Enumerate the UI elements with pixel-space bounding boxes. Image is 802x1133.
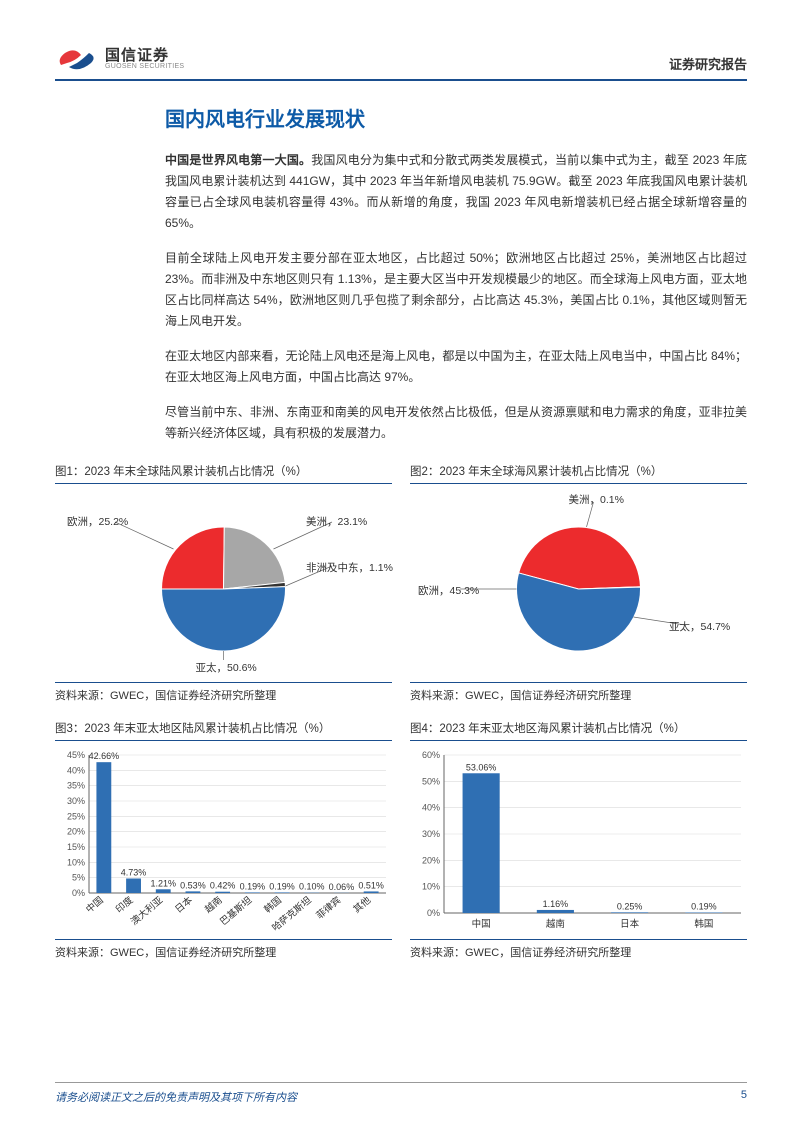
pie-slice-label: 美洲，0.1% xyxy=(569,492,624,507)
pie-slice-label: 亚太，54.7% xyxy=(669,619,730,634)
page-header: 国信证券 GUOSEN SECURITIES 证券研究报告 xyxy=(55,45,747,81)
guosen-logo-icon xyxy=(55,45,97,73)
body-paragraphs: 中国是世界风电第一大国。我国风电分为集中式和分散式两类发展模式，当前以集中式为主… xyxy=(55,150,747,444)
svg-text:越南: 越南 xyxy=(546,918,565,930)
chart-1-source: 资料来源：GWEC，国信证券经济研究所整理 xyxy=(55,682,392,703)
body-paragraph: 目前全球陆上风电开发主要分部在亚太地区，占比超过 50%；欧洲地区占比超过 25… xyxy=(165,248,747,332)
svg-text:30%: 30% xyxy=(67,796,85,806)
chart-2: 图2：2023 年末全球海风累计装机占比情况（%） 美洲，0.1% 欧洲，45.3… xyxy=(410,458,747,703)
svg-text:0.25%: 0.25% xyxy=(617,901,643,911)
svg-text:韩国: 韩国 xyxy=(694,918,713,930)
svg-text:菲律宾: 菲律宾 xyxy=(314,894,344,922)
chart-1: 图1：2023 年末全球陆风累计装机占比情况（%） 欧洲，25.2% 美洲，23.… xyxy=(55,458,392,703)
svg-text:0%: 0% xyxy=(72,888,85,898)
body-paragraph: 中国是世界风电第一大国。我国风电分为集中式和分散式两类发展模式，当前以集中式为主… xyxy=(165,150,747,234)
svg-text:53.06%: 53.06% xyxy=(466,762,497,772)
svg-text:60%: 60% xyxy=(422,750,440,760)
page-footer: 请务必阅读正文之后的免责声明及其项下所有内容 5 xyxy=(55,1082,747,1105)
logo: 国信证券 GUOSEN SECURITIES xyxy=(55,45,184,73)
body-paragraph: 在亚太地区内部来看，无论陆上风电还是海上风电，都是以中国为主，在亚太陆上风电当中… xyxy=(165,346,747,388)
svg-text:40%: 40% xyxy=(67,765,85,775)
svg-text:10%: 10% xyxy=(422,882,440,892)
svg-text:25%: 25% xyxy=(67,811,85,821)
svg-text:日本: 日本 xyxy=(620,918,640,930)
svg-text:20%: 20% xyxy=(67,827,85,837)
chart-1-area: 欧洲，25.2% 美洲，23.1% 非洲及中东，1.1% 亚太，50.6% xyxy=(55,490,392,678)
chart-3-source: 资料来源：GWEC，国信证券经济研究所整理 xyxy=(55,939,392,960)
svg-text:中国: 中国 xyxy=(472,918,491,930)
svg-text:巴基斯坦: 巴基斯坦 xyxy=(217,894,254,928)
body-paragraph: 尽管当前中东、非洲、东南亚和南美的风电开发依然占比极低，但是从资源禀赋和电力需求… xyxy=(165,402,747,444)
chart-3-area: 0% 5% 10% 15% 20% 25% 30% 35% 40% 45% 42.66% 中国 4.73… xyxy=(55,747,392,935)
chart-3-title: 图3：2023 年末亚太地区陆风累计装机占比情况（%） xyxy=(55,715,392,741)
pie-slice-label: 美洲，23.1% xyxy=(306,514,367,529)
svg-text:日本: 日本 xyxy=(173,894,196,916)
svg-text:0.19%: 0.19% xyxy=(269,881,295,891)
chart-4-area: 0% 10% 20% 30% 40% 50% 60% 53.06% 中国 1.16% 越南 0.25%… xyxy=(410,747,747,935)
charts-grid: 图1：2023 年末全球陆风累计装机占比情况（%） 欧洲，25.2% 美洲，23.… xyxy=(55,458,747,960)
pie-slice-label: 欧洲，25.2% xyxy=(67,514,128,529)
svg-text:1.21%: 1.21% xyxy=(150,878,176,888)
chart-4: 图4：2023 年末亚太地区海风累计装机占比情况（%） 0% 10% 20% 30% 4… xyxy=(410,715,747,960)
svg-text:0.10%: 0.10% xyxy=(299,882,325,892)
svg-text:韩国: 韩国 xyxy=(262,894,284,915)
svg-text:澳大利亚: 澳大利亚 xyxy=(128,894,165,928)
svg-text:0.42%: 0.42% xyxy=(210,881,236,891)
section-title: 国内风电行业发展现状 xyxy=(165,103,747,132)
svg-text:4.73%: 4.73% xyxy=(121,867,147,877)
footer-disclaimer: 请务必阅读正文之后的免责声明及其项下所有内容 xyxy=(55,1089,297,1105)
svg-text:20%: 20% xyxy=(422,855,440,865)
svg-text:0.06%: 0.06% xyxy=(329,882,355,892)
chart-4-source: 资料来源：GWEC，国信证券经济研究所整理 xyxy=(410,939,747,960)
svg-text:0.51%: 0.51% xyxy=(358,880,384,890)
svg-text:中国: 中国 xyxy=(83,894,105,915)
svg-text:35%: 35% xyxy=(67,781,85,791)
chart-2-area: 美洲，0.1% 欧洲，45.3% 亚太，54.7% xyxy=(410,490,747,678)
pie-slice-label: 亚太，50.6% xyxy=(196,660,257,675)
footer-page-number: 5 xyxy=(741,1089,747,1105)
svg-text:10%: 10% xyxy=(67,857,85,867)
svg-text:45%: 45% xyxy=(67,750,85,760)
svg-text:42.66%: 42.66% xyxy=(89,751,120,761)
chart-2-title: 图2：2023 年末全球海风累计装机占比情况（%） xyxy=(410,458,747,484)
svg-text:5%: 5% xyxy=(72,873,85,883)
svg-text:0.19%: 0.19% xyxy=(691,901,717,911)
svg-text:0.19%: 0.19% xyxy=(240,881,266,891)
chart-4-title: 图4：2023 年末亚太地区海风累计装机占比情况（%） xyxy=(410,715,747,741)
chart-2-source: 资料来源：GWEC，国信证券经济研究所整理 xyxy=(410,682,747,703)
svg-text:其他: 其他 xyxy=(351,894,374,916)
svg-text:40%: 40% xyxy=(422,803,440,813)
svg-text:30%: 30% xyxy=(422,829,440,839)
svg-text:0.53%: 0.53% xyxy=(180,880,206,890)
header-doc-type: 证券研究报告 xyxy=(669,54,747,73)
svg-text:15%: 15% xyxy=(67,842,85,852)
logo-text-cn: 国信证券 xyxy=(105,48,184,63)
pie-slice-label: 欧洲，45.3% xyxy=(418,583,479,598)
svg-text:印度: 印度 xyxy=(113,894,136,916)
svg-text:1.16%: 1.16% xyxy=(543,899,569,909)
chart-1-title: 图1：2023 年末全球陆风累计装机占比情况（%） xyxy=(55,458,392,484)
pie-slice-label: 非洲及中东，1.1% xyxy=(306,560,393,575)
logo-text-en: GUOSEN SECURITIES xyxy=(105,63,184,70)
svg-text:0%: 0% xyxy=(427,908,440,918)
svg-text:越南: 越南 xyxy=(202,894,224,915)
svg-text:50%: 50% xyxy=(422,776,440,786)
chart-3: 图3：2023 年末亚太地区陆风累计装机占比情况（%） 0% 5% 10% 15% 20… xyxy=(55,715,392,960)
